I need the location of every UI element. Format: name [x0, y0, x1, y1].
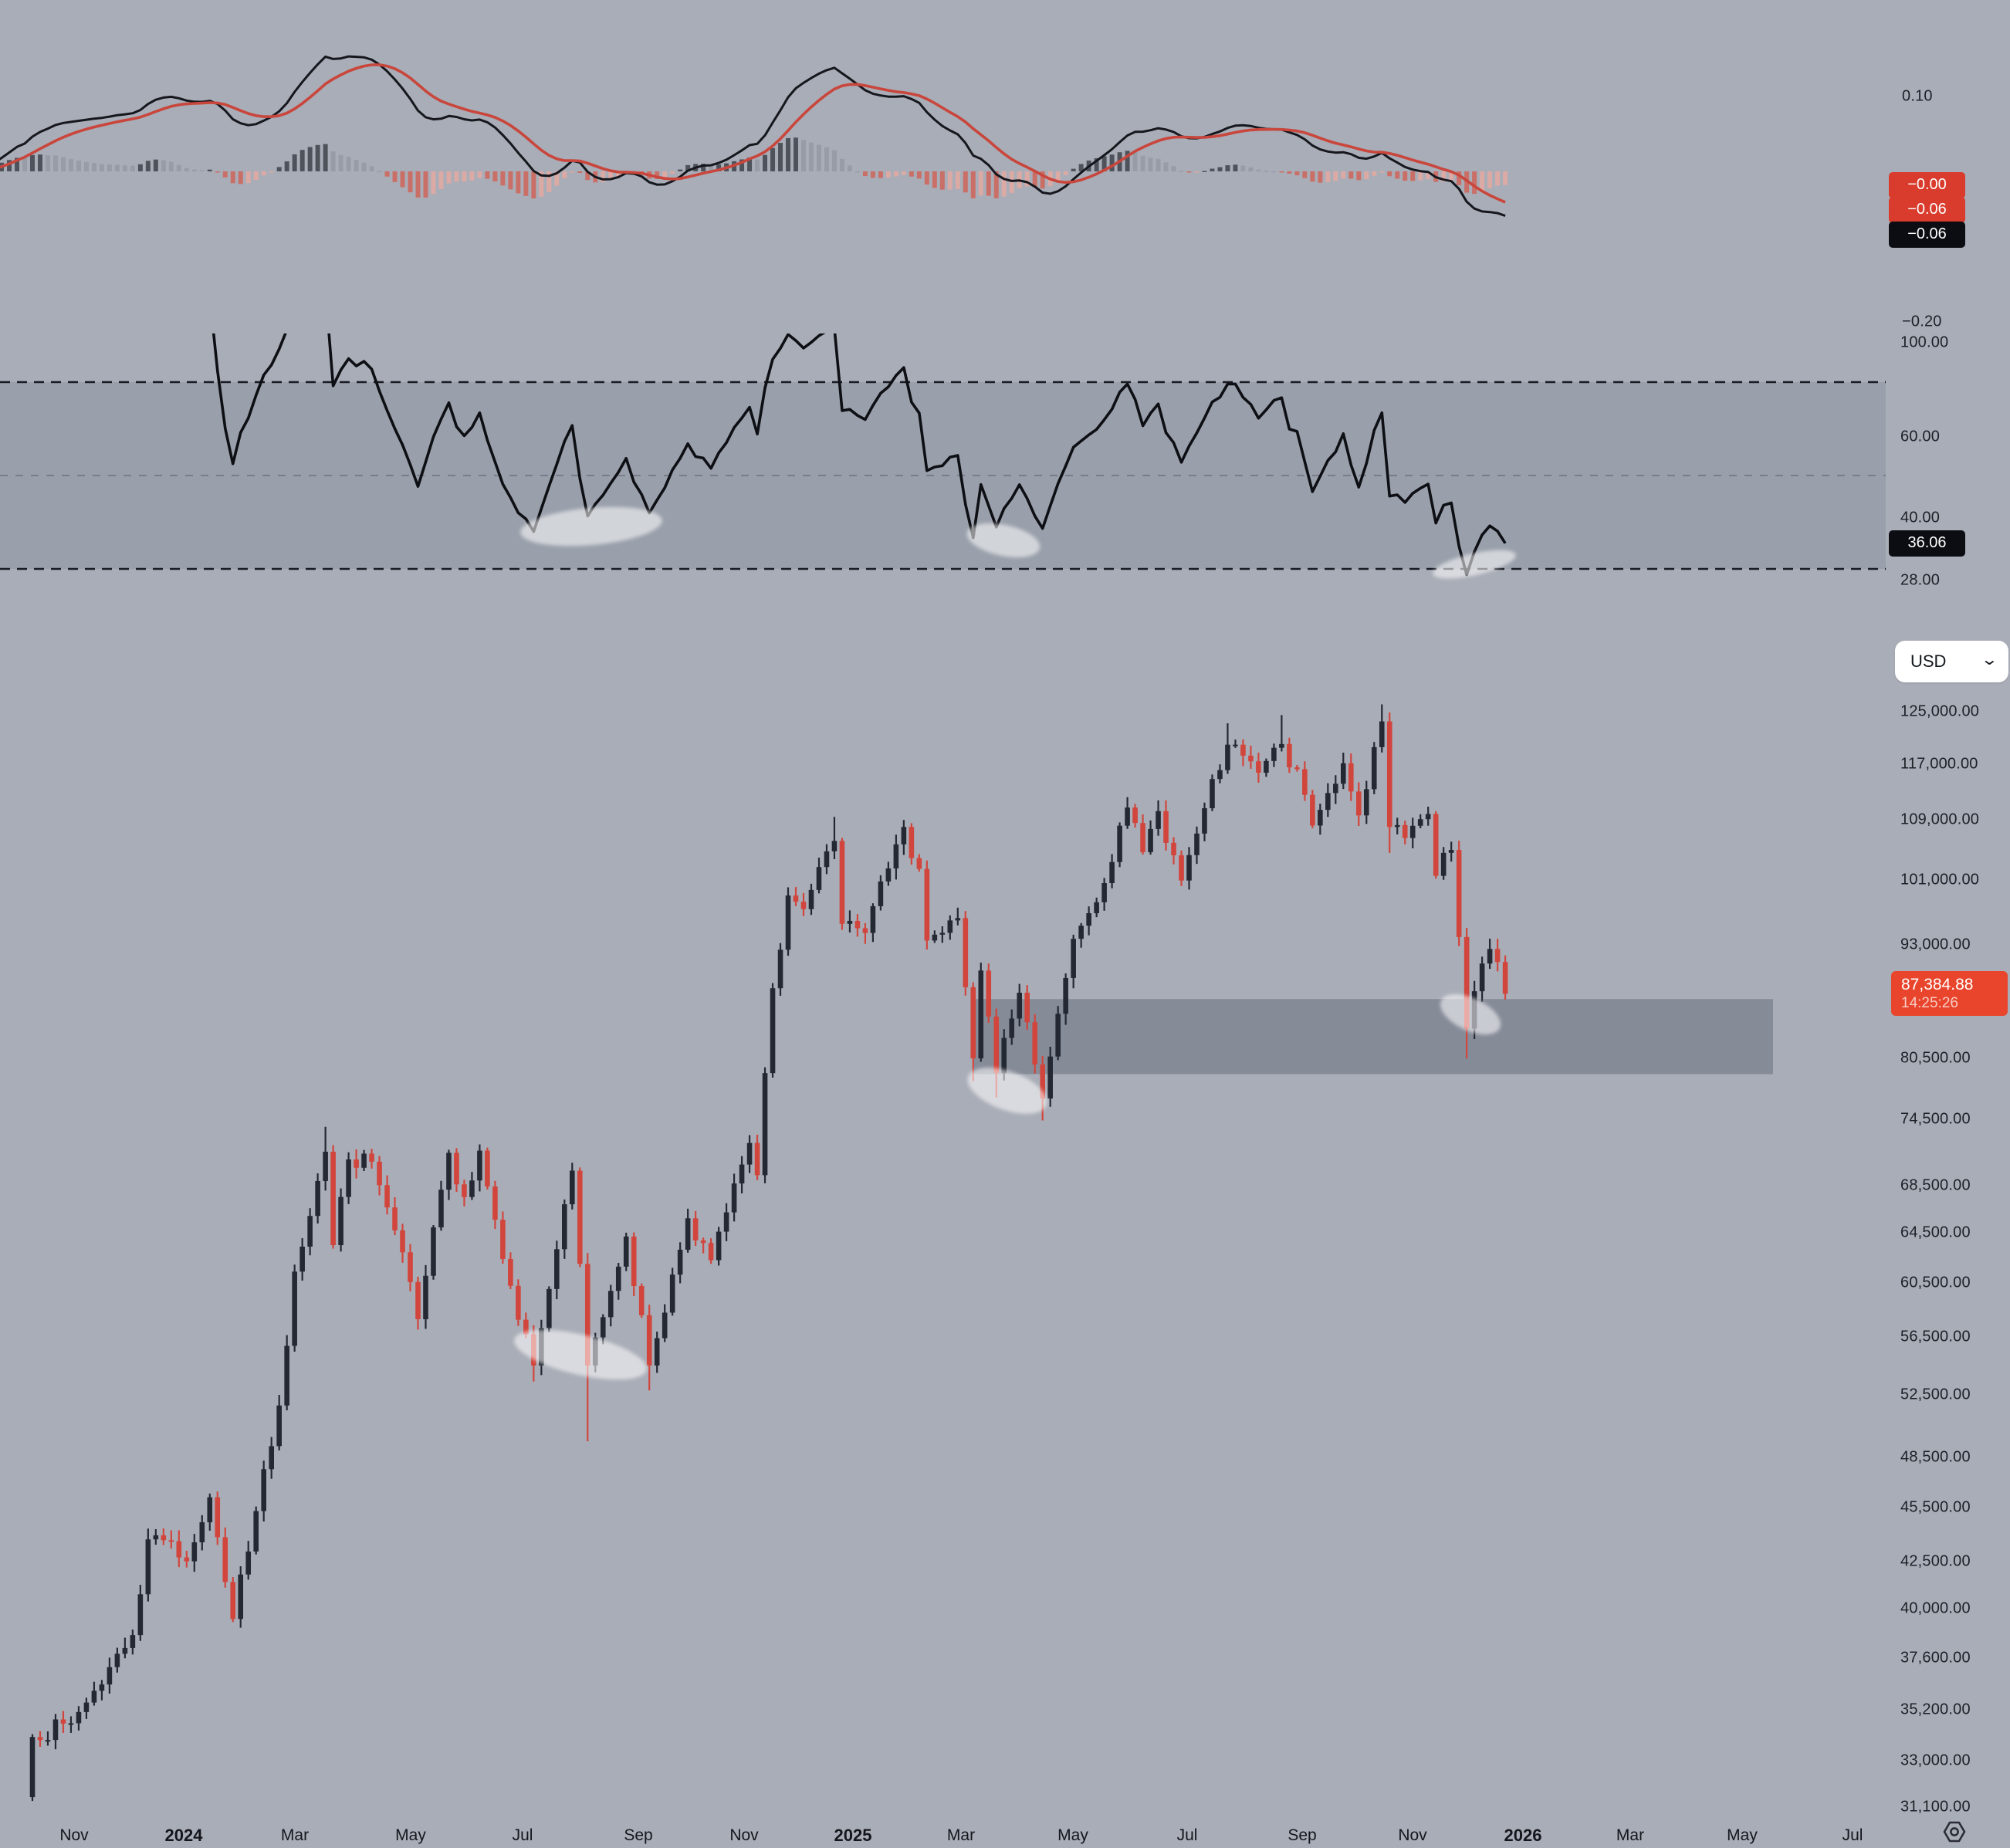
price-axis-label: 42,500.00 [1900, 1552, 1971, 1570]
rsi-axis-label: 100.00 [1900, 333, 1949, 351]
macd-pane [0, 55, 1508, 218]
price-axis-label: 64,500.00 [1900, 1224, 1971, 1241]
highlight-ellipse [1440, 993, 1501, 1035]
highlight-ellipse [1433, 550, 1516, 579]
rsi-axis-label: 60.00 [1900, 428, 1941, 445]
last-price: 87,384.88 [1901, 976, 1974, 994]
price-axis-label: 40,000.00 [1900, 1599, 1971, 1617]
time-axis-label: Nov [1398, 1826, 1427, 1844]
macd-histogram-value-badge: −0.00 [1889, 171, 1965, 198]
highlight-ellipse [520, 506, 662, 547]
rsi-value-badge: 36.06 [1889, 530, 1965, 557]
macd-axis-label: 0.10 [1902, 87, 1933, 105]
price-axis-label: 74,500.00 [1900, 1110, 1971, 1128]
time-axis-label: May [1057, 1826, 1088, 1844]
price-axis-label: 125,000.00 [1900, 702, 1980, 720]
price-axis-label: 35,200.00 [1900, 1701, 1971, 1718]
price-axis-label: 52,500.00 [1900, 1386, 1971, 1403]
price-axis-label: 37,600.00 [1900, 1649, 1971, 1667]
time-axis-label: 2026 [1504, 1826, 1542, 1845]
currency-selector-value: USD [1910, 652, 1947, 671]
price-axis-label: 48,500.00 [1900, 1448, 1971, 1466]
macd-signal-value-badge: −0.06 [1889, 196, 1965, 223]
price-axis-label: 68,500.00 [1900, 1176, 1971, 1194]
price-axis-label: 60,500.00 [1900, 1274, 1971, 1291]
time-axis-label: 2025 [834, 1826, 872, 1845]
currency-selector-dropdown[interactable]: USD ⌄ [1895, 641, 2008, 682]
time-axis-label: 2024 [164, 1826, 203, 1845]
price-axis-label: 93,000.00 [1900, 936, 1971, 953]
macd-axis-label: −0.20 [1902, 313, 1942, 330]
time-axis-label: May [1727, 1826, 1758, 1844]
time-axis-label: Sep [1288, 1826, 1317, 1844]
time-axis-label: May [395, 1826, 426, 1844]
time-axis-label: Nov [59, 1826, 89, 1844]
time-axis-label: Sep [624, 1826, 653, 1844]
macd-line-value-badge: −0.06 [1889, 221, 1965, 248]
chevron-down-icon: ⌄ [1980, 651, 1999, 668]
rsi-pane [0, 333, 1886, 579]
price-axis-label: 45,500.00 [1900, 1498, 1971, 1516]
time-axis-label: Jul [512, 1826, 533, 1844]
time-axis-label: Mar [946, 1826, 976, 1844]
time-axis-label: Mar [280, 1826, 310, 1844]
price-axis-label: 56,500.00 [1900, 1328, 1971, 1345]
rsi-axis-label: 28.00 [1900, 571, 1941, 589]
price-axis-label: 33,000.00 [1900, 1752, 1971, 1769]
rsi-axis-label: 40.00 [1900, 509, 1941, 526]
bar-countdown: 14:25:26 [1901, 995, 1958, 1012]
price-axis-label: 31,100.00 [1900, 1798, 1971, 1816]
time-axis-label: Mar [1616, 1826, 1645, 1844]
time-axis-label: Nov [729, 1826, 759, 1844]
price-axis-label: 80,500.00 [1900, 1049, 1971, 1067]
highlight-ellipse [514, 1329, 647, 1380]
time-axis-label: Jul [1842, 1826, 1863, 1844]
last-price-badge: 87,384.88 14:25:26 [1891, 971, 2008, 1017]
price-axis-label: 101,000.00 [1900, 871, 1980, 888]
highlight-ellipse [967, 1068, 1047, 1114]
axis-settings-gear-icon[interactable] [1941, 1818, 1968, 1846]
price-pane [29, 704, 1773, 1802]
time-axis-label: Jul [1176, 1826, 1198, 1844]
price-axis-label: 109,000.00 [1900, 811, 1980, 828]
highlight-ellipse [966, 523, 1041, 557]
price-axis-label: 117,000.00 [1900, 755, 1978, 773]
